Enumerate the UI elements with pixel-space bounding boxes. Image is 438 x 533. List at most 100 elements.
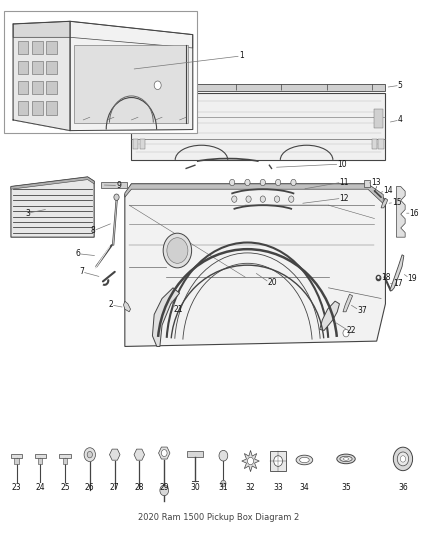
Text: 13: 13 (371, 178, 381, 187)
Text: 5: 5 (398, 81, 403, 90)
Ellipse shape (340, 456, 352, 462)
Ellipse shape (296, 455, 313, 465)
Text: 7: 7 (79, 268, 84, 276)
Text: 14: 14 (383, 187, 393, 195)
Bar (14, 458, 19, 464)
Bar (133, 139, 138, 149)
Circle shape (246, 196, 251, 203)
Text: 1: 1 (239, 52, 244, 60)
Text: 8: 8 (91, 227, 95, 235)
Polygon shape (343, 294, 353, 312)
Text: 31: 31 (219, 483, 228, 492)
Circle shape (161, 449, 167, 456)
Bar (374, 109, 383, 128)
Bar (74, 45, 188, 123)
Text: 25: 25 (60, 483, 70, 492)
Circle shape (219, 450, 228, 461)
Ellipse shape (343, 457, 349, 460)
Polygon shape (390, 255, 404, 290)
Ellipse shape (163, 233, 192, 268)
Polygon shape (11, 177, 94, 237)
Ellipse shape (167, 238, 188, 263)
Polygon shape (242, 450, 259, 472)
Polygon shape (396, 187, 405, 237)
Polygon shape (125, 184, 385, 346)
Text: 26: 26 (85, 483, 95, 492)
Bar (131, 93, 385, 160)
Bar (270, 451, 286, 471)
Bar (46, 81, 57, 94)
Polygon shape (320, 301, 339, 330)
Text: 2: 2 (108, 301, 113, 309)
Bar (18, 41, 28, 54)
Text: 34: 34 (300, 483, 309, 492)
Text: 17: 17 (393, 279, 403, 288)
Circle shape (397, 452, 409, 466)
Text: 30: 30 (190, 483, 200, 492)
Circle shape (274, 456, 283, 466)
Circle shape (230, 179, 235, 185)
Bar (364, 180, 370, 187)
Bar (32, 81, 43, 94)
Bar (63, 458, 67, 464)
Circle shape (343, 329, 349, 337)
Bar (18, 61, 28, 74)
Text: 4: 4 (398, 116, 403, 124)
Polygon shape (152, 288, 180, 346)
Circle shape (245, 179, 250, 185)
Bar (134, 109, 142, 128)
Bar (32, 101, 43, 115)
Polygon shape (124, 301, 131, 312)
Text: 23: 23 (12, 483, 21, 492)
Text: 9: 9 (116, 181, 121, 190)
Bar (378, 139, 384, 149)
Text: 29: 29 (159, 483, 169, 492)
Text: 18: 18 (381, 273, 391, 281)
Text: 3: 3 (25, 209, 30, 217)
Text: 32: 32 (246, 483, 255, 492)
Bar (46, 61, 57, 74)
Text: 15: 15 (392, 198, 402, 207)
Bar (101, 182, 127, 188)
Text: 10: 10 (337, 160, 347, 168)
Text: 24: 24 (35, 483, 45, 492)
Bar (4, 11, 197, 133)
Polygon shape (70, 21, 193, 131)
Bar (32, 61, 43, 74)
Text: 33: 33 (273, 483, 283, 492)
Circle shape (114, 194, 119, 200)
Circle shape (260, 196, 265, 203)
Polygon shape (159, 447, 170, 459)
Polygon shape (13, 21, 70, 131)
Text: 19: 19 (407, 274, 417, 282)
Polygon shape (110, 449, 120, 460)
Bar (59, 454, 71, 458)
Text: 27: 27 (110, 483, 120, 492)
Text: 20: 20 (267, 278, 277, 287)
Circle shape (393, 447, 413, 471)
Text: 6: 6 (75, 249, 80, 258)
Polygon shape (11, 177, 94, 189)
Bar (18, 81, 28, 94)
Bar (35, 454, 46, 458)
Text: 28: 28 (134, 483, 144, 492)
Bar (18, 101, 28, 115)
Circle shape (221, 480, 226, 487)
Bar (187, 451, 203, 457)
Text: 21: 21 (173, 305, 183, 313)
Text: 11: 11 (339, 178, 349, 187)
Bar (38, 458, 42, 464)
Circle shape (276, 179, 281, 185)
Polygon shape (134, 449, 145, 460)
Bar (131, 84, 385, 91)
Circle shape (232, 196, 237, 203)
Polygon shape (113, 198, 117, 245)
Bar (372, 139, 377, 149)
Text: 2020 Ram 1500 Pickup Box Diagram 2: 2020 Ram 1500 Pickup Box Diagram 2 (138, 513, 300, 522)
Polygon shape (125, 184, 383, 204)
Bar (11, 454, 22, 458)
Circle shape (160, 485, 169, 496)
Circle shape (400, 456, 406, 462)
Bar (46, 41, 57, 54)
Text: 12: 12 (339, 194, 349, 203)
